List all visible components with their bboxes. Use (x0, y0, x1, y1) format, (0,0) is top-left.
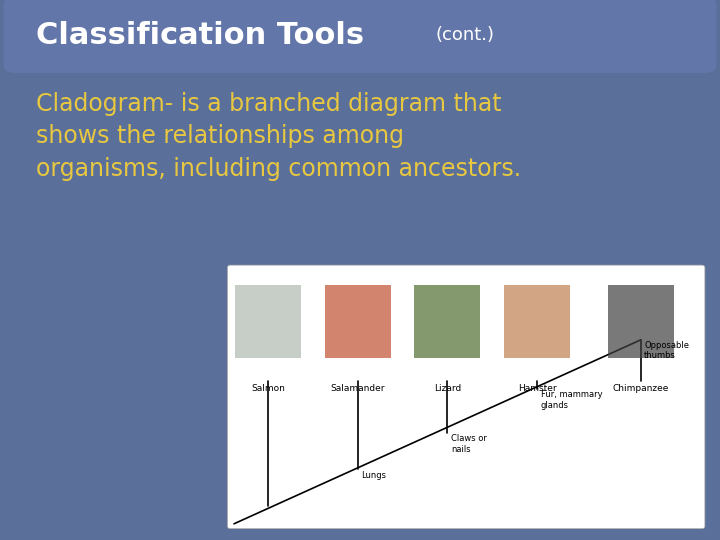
Text: Claws or
nails: Claws or nails (451, 434, 487, 454)
Bar (325, 286, 391, 358)
FancyBboxPatch shape (228, 265, 705, 529)
Bar (504, 286, 570, 358)
Text: Classification Tools: Classification Tools (36, 21, 364, 50)
FancyBboxPatch shape (4, 0, 716, 73)
Text: Fur, mammary
glands: Fur, mammary glands (541, 390, 602, 410)
Text: Lizard: Lizard (433, 384, 461, 393)
Bar (235, 286, 301, 358)
Text: Cladogram- is a branched diagram that
shows the relationships among
organisms, i: Cladogram- is a branched diagram that sh… (36, 92, 521, 181)
Text: Salmon: Salmon (251, 384, 285, 393)
Text: (cont.): (cont.) (436, 26, 495, 44)
Bar (608, 286, 674, 358)
Text: Hamster: Hamster (518, 384, 557, 393)
Bar (414, 286, 480, 358)
Text: Opposable
thumbs: Opposable thumbs (644, 341, 689, 360)
Text: Lungs: Lungs (361, 470, 387, 480)
Text: Salamander: Salamander (330, 384, 385, 393)
Text: Chimpanzee: Chimpanzee (613, 384, 669, 393)
